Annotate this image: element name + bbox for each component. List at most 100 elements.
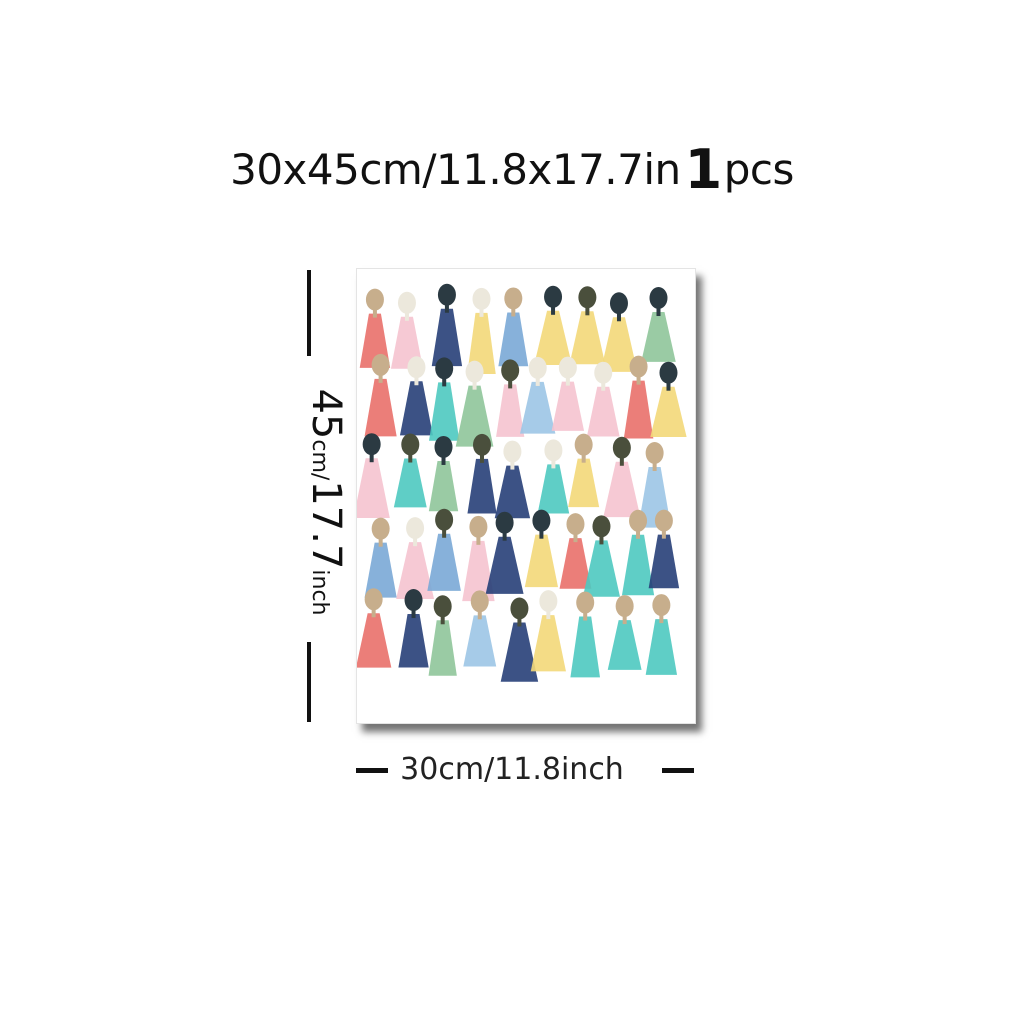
figure [520,357,555,434]
figure-head [401,434,419,456]
figure-head [532,510,550,532]
figure-head [652,594,670,616]
height-inch-value: 17.7 [303,480,349,569]
figure-body [570,617,600,678]
product-size-title: 30x45cm/11.8x17.7in1pcs [0,138,1024,201]
figure [463,590,496,666]
figure-body [394,459,427,508]
figure-body [467,459,496,514]
figure [432,284,462,366]
height-label: 45cm/17.7inch [308,384,344,620]
figure [538,439,570,513]
figure-head [503,441,521,463]
figure-head [434,595,452,617]
figure-body [365,543,397,598]
figure [429,436,458,511]
figure-body [357,613,391,667]
figure-head [646,442,664,464]
figure [570,592,600,678]
figure [534,286,572,365]
figure-head [471,590,489,612]
figure-body [650,387,686,437]
figure-body [525,535,558,587]
figure-body [400,381,433,435]
figure-body [649,535,680,589]
figure-head [407,356,425,378]
figure-body [624,381,654,439]
figure-body [429,620,457,676]
quantity-number: 1 [685,138,722,201]
figure [498,287,528,366]
figure-head [575,434,593,456]
figure-head [610,292,628,314]
figure [486,512,524,594]
figure-body [429,382,459,440]
figure-head [405,589,423,611]
figure-body [646,619,677,675]
figure-body [520,382,555,434]
figure-head [496,512,514,534]
figure [560,513,592,589]
size-text: 30x45cm/11.8x17.7in [230,145,681,194]
figure-head [435,436,453,458]
figure-head [435,357,453,379]
figure [398,589,428,667]
figure-body [365,379,397,437]
figure [525,510,558,587]
figure-body [357,458,390,518]
figure-head [629,510,647,532]
figure [650,362,686,437]
width-label: 30cm/11.8inch [0,752,1024,787]
figure [495,441,530,519]
figure-head [566,513,584,535]
figure-head [594,362,612,384]
figure-body [552,382,584,431]
figure-head [544,439,562,461]
figure-head [659,362,677,384]
figure-head [630,356,648,378]
figure-head [398,292,416,314]
figure-head [578,286,596,308]
figure-head [539,590,557,612]
figure [357,433,390,518]
figure-head [435,509,453,531]
figure [552,357,584,431]
figure-body [531,615,566,671]
figure [365,518,397,598]
figure-body [398,614,428,667]
people-crowd-illustration [357,269,695,723]
figure-head [363,433,381,455]
figure-head [466,361,484,383]
figure-body [608,620,642,670]
figure-head [649,287,667,309]
figure-head [510,597,528,619]
figure-body [538,464,570,513]
figure [427,509,461,591]
figure-head [529,357,547,379]
figure-head [616,595,634,617]
figure-body [587,387,620,437]
figure-head [372,354,390,376]
poster-artwork [356,268,696,724]
figure [394,434,427,508]
figure [568,434,599,507]
figure [646,594,677,675]
figure-head [469,516,487,538]
figure [641,287,676,362]
figure-body [570,311,606,364]
figure-body [498,312,528,366]
figure [429,595,457,676]
figure-head [544,286,562,308]
figure-head [613,437,631,459]
figure [583,515,620,596]
figure-body [501,622,538,681]
figure-body [427,534,461,591]
figure-head [365,588,383,610]
figure-body [486,537,524,594]
figure-body [603,462,640,517]
figure-body [641,312,676,362]
figure-head [559,357,577,379]
figure-body [432,309,462,366]
figure [357,588,391,667]
figure-head [472,288,490,310]
